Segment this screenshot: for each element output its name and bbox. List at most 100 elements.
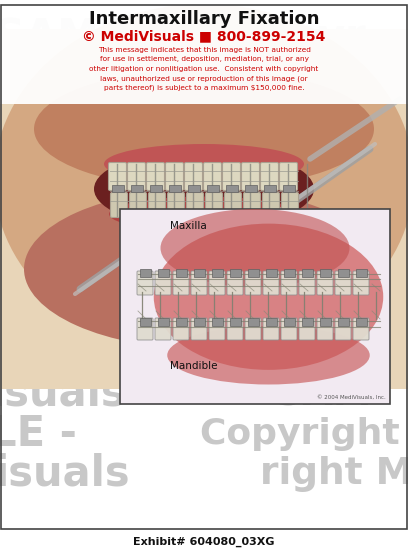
FancyBboxPatch shape xyxy=(299,318,315,340)
FancyBboxPatch shape xyxy=(131,184,143,192)
FancyBboxPatch shape xyxy=(244,192,260,217)
Text: right M: right M xyxy=(260,257,408,295)
Text: SAMPLE: SAMPLE xyxy=(0,215,184,257)
FancyBboxPatch shape xyxy=(284,318,295,326)
FancyBboxPatch shape xyxy=(209,318,225,340)
FancyBboxPatch shape xyxy=(169,184,181,192)
Text: Copyright M: Copyright M xyxy=(200,417,408,451)
Text: Exhibit# 604080_03XG: Exhibit# 604080_03XG xyxy=(133,537,275,547)
FancyBboxPatch shape xyxy=(176,318,187,326)
FancyBboxPatch shape xyxy=(194,269,205,277)
FancyBboxPatch shape xyxy=(320,269,331,277)
FancyBboxPatch shape xyxy=(262,192,279,217)
Ellipse shape xyxy=(167,326,370,385)
FancyBboxPatch shape xyxy=(245,184,257,192)
FancyBboxPatch shape xyxy=(260,163,279,191)
Text: Copyright M: Copyright M xyxy=(200,299,408,333)
FancyBboxPatch shape xyxy=(150,184,162,192)
FancyBboxPatch shape xyxy=(158,269,169,277)
FancyBboxPatch shape xyxy=(263,271,279,295)
Text: laws, unauthorized use or reproduction of this image (or: laws, unauthorized use or reproduction o… xyxy=(100,75,308,82)
Text: Mandible: Mandible xyxy=(170,361,217,371)
Text: LE -: LE - xyxy=(0,413,77,455)
Text: isuals: isuals xyxy=(0,453,131,495)
FancyBboxPatch shape xyxy=(226,184,238,192)
FancyBboxPatch shape xyxy=(184,163,202,191)
FancyBboxPatch shape xyxy=(248,269,259,277)
FancyBboxPatch shape xyxy=(338,269,349,277)
FancyBboxPatch shape xyxy=(186,192,204,217)
FancyBboxPatch shape xyxy=(227,271,243,295)
FancyBboxPatch shape xyxy=(188,184,200,192)
FancyBboxPatch shape xyxy=(155,271,171,295)
FancyBboxPatch shape xyxy=(176,269,187,277)
Ellipse shape xyxy=(154,224,383,370)
FancyBboxPatch shape xyxy=(206,192,222,217)
FancyBboxPatch shape xyxy=(245,271,261,295)
Text: for use in settlement, deposition, mediation, trial, or any: for use in settlement, deposition, media… xyxy=(100,56,308,63)
Text: MediV: MediV xyxy=(0,137,131,175)
FancyBboxPatch shape xyxy=(281,318,297,340)
FancyBboxPatch shape xyxy=(137,318,153,340)
Ellipse shape xyxy=(0,4,408,354)
Text: SAMPLE: SAMPLE xyxy=(200,95,390,137)
FancyBboxPatch shape xyxy=(158,318,169,326)
FancyBboxPatch shape xyxy=(284,269,295,277)
Text: SAMPLE: SAMPLE xyxy=(0,16,184,58)
Text: Copy: Copy xyxy=(0,175,106,217)
FancyBboxPatch shape xyxy=(149,192,166,217)
FancyBboxPatch shape xyxy=(299,271,315,295)
Text: © MediVisuals ■ 800-899-2154: © MediVisuals ■ 800-899-2154 xyxy=(82,29,326,43)
FancyBboxPatch shape xyxy=(127,163,146,191)
FancyBboxPatch shape xyxy=(266,269,277,277)
Text: right M: right M xyxy=(260,456,408,492)
Text: isuals: isuals xyxy=(0,255,131,297)
Ellipse shape xyxy=(104,144,304,184)
FancyBboxPatch shape xyxy=(140,318,151,326)
FancyBboxPatch shape xyxy=(194,318,205,326)
FancyBboxPatch shape xyxy=(109,163,126,191)
Text: Copyr: Copyr xyxy=(230,16,367,58)
FancyBboxPatch shape xyxy=(146,163,164,191)
FancyBboxPatch shape xyxy=(209,271,225,295)
FancyBboxPatch shape xyxy=(129,192,146,217)
FancyBboxPatch shape xyxy=(353,271,369,295)
FancyBboxPatch shape xyxy=(212,269,223,277)
FancyBboxPatch shape xyxy=(338,318,349,326)
Text: MediV: MediV xyxy=(255,335,391,373)
FancyBboxPatch shape xyxy=(279,163,297,191)
FancyBboxPatch shape xyxy=(320,318,331,326)
Text: right Medi: right Medi xyxy=(220,179,408,213)
Ellipse shape xyxy=(34,69,374,189)
FancyBboxPatch shape xyxy=(335,318,351,340)
FancyBboxPatch shape xyxy=(111,192,127,217)
Ellipse shape xyxy=(94,149,314,229)
Text: - SAM: - SAM xyxy=(245,375,372,413)
FancyBboxPatch shape xyxy=(283,184,295,192)
FancyBboxPatch shape xyxy=(207,184,220,192)
FancyBboxPatch shape xyxy=(230,269,241,277)
FancyBboxPatch shape xyxy=(353,318,369,340)
FancyBboxPatch shape xyxy=(230,318,241,326)
Ellipse shape xyxy=(109,197,299,231)
FancyBboxPatch shape xyxy=(191,318,207,340)
FancyBboxPatch shape xyxy=(335,271,351,295)
FancyBboxPatch shape xyxy=(222,163,240,191)
Text: Copy: Copy xyxy=(0,333,111,375)
FancyBboxPatch shape xyxy=(173,271,189,295)
FancyBboxPatch shape xyxy=(356,318,367,326)
Bar xyxy=(0,29,408,389)
Text: other litigation or nonlitigation use.  Consistent with copyright: other litigation or nonlitigation use. C… xyxy=(89,66,319,72)
FancyBboxPatch shape xyxy=(112,184,124,192)
FancyBboxPatch shape xyxy=(245,318,261,340)
FancyBboxPatch shape xyxy=(212,318,223,326)
FancyBboxPatch shape xyxy=(281,271,297,295)
FancyBboxPatch shape xyxy=(317,318,333,340)
Text: parts thereof) is subject to a maximum $150,000 fine.: parts thereof) is subject to a maximum $… xyxy=(104,85,304,91)
Text: © 2004 MediVisuals, Inc.: © 2004 MediVisuals, Inc. xyxy=(317,395,386,400)
Text: This message indicates that this image is NOT authorized: This message indicates that this image i… xyxy=(98,47,310,53)
FancyBboxPatch shape xyxy=(173,318,189,340)
FancyBboxPatch shape xyxy=(166,163,184,191)
FancyBboxPatch shape xyxy=(302,269,313,277)
FancyBboxPatch shape xyxy=(356,269,367,277)
